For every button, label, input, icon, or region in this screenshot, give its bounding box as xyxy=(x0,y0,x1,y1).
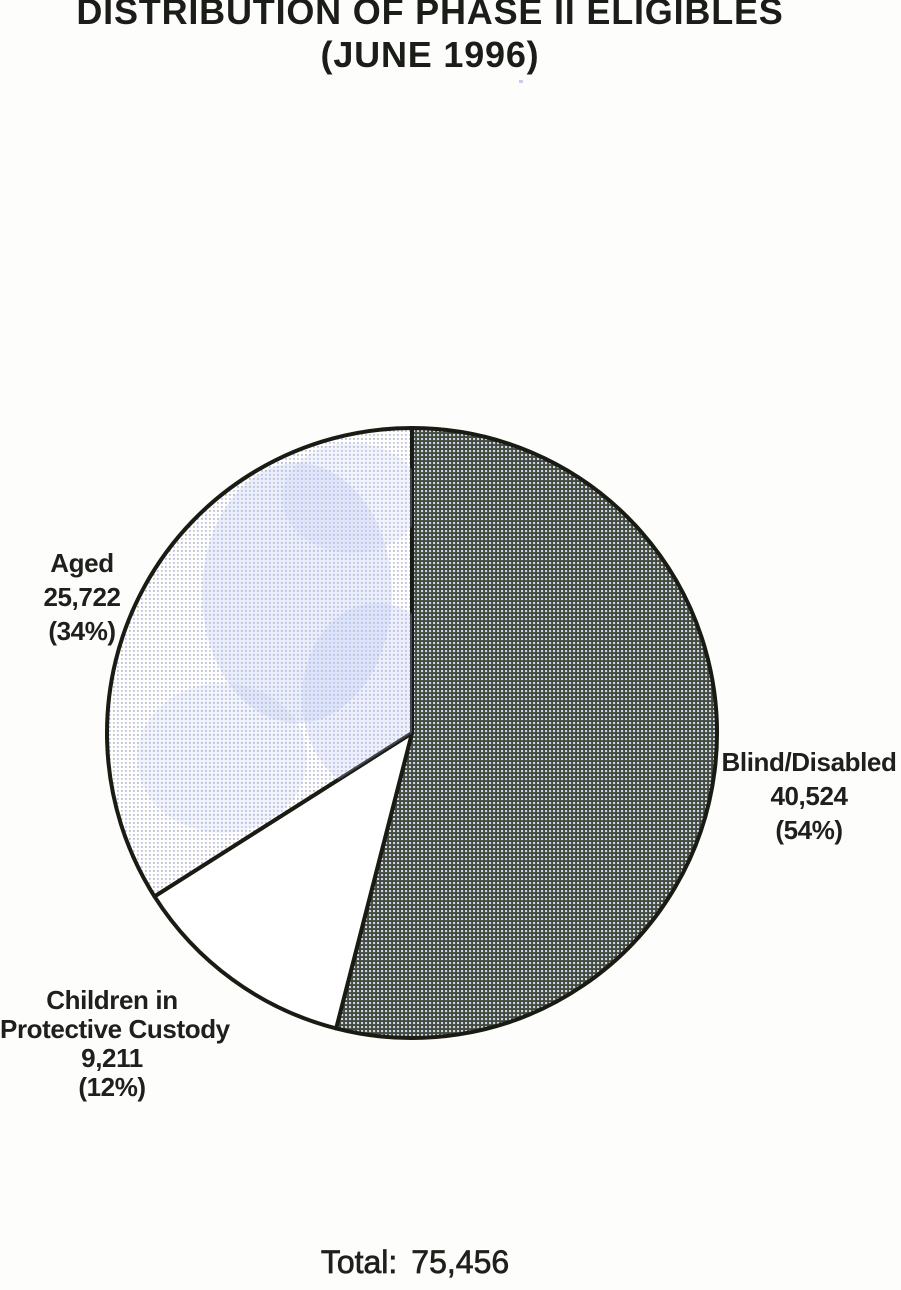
children-label-name-line1: Children in xyxy=(46,985,178,1015)
pie-slice-aged xyxy=(105,426,414,899)
children-label-pct: (12%) xyxy=(78,1072,146,1102)
label-children-protective-custody: Children in Protective Custody 9,211 (12… xyxy=(0,985,230,1102)
pie-slice-blind-disabled xyxy=(334,426,719,1040)
total-line: Total: 75,456 xyxy=(0,1243,830,1281)
total-label: Total: xyxy=(320,1244,398,1281)
blind-label-name: Blind/Disabled xyxy=(721,747,897,777)
total-value: 75,456 xyxy=(411,1244,510,1281)
page-title-line2: (JUNE 1996) xyxy=(320,34,540,75)
children-label-value: 9,211 xyxy=(81,1043,143,1073)
page-title-line1: DISTRIBUTION OF PHASE II ELIGIBLES xyxy=(76,0,784,32)
scan-noise-speck xyxy=(519,80,523,83)
blind-label-pct: (54%) xyxy=(775,815,843,845)
label-aged: Aged 25,722 (34%) xyxy=(0,546,170,648)
page-title: DISTRIBUTION OF PHASE II ELIGIBLES (JUNE… xyxy=(0,0,860,76)
children-label-name-line2: Protective Custody xyxy=(0,1014,230,1044)
scan-blotches xyxy=(137,443,412,833)
aged-label-name: Aged xyxy=(50,548,114,578)
blind-label-value: 40,524 xyxy=(770,781,848,811)
pie-chart xyxy=(105,426,719,1040)
aged-label-value: 25,722 xyxy=(43,582,121,612)
aged-label-pct: (34%) xyxy=(48,616,116,646)
label-blind-disabled: Blind/Disabled 40,524 (54%) xyxy=(716,745,901,847)
pie-slice-children-protective-custody xyxy=(152,731,414,1031)
